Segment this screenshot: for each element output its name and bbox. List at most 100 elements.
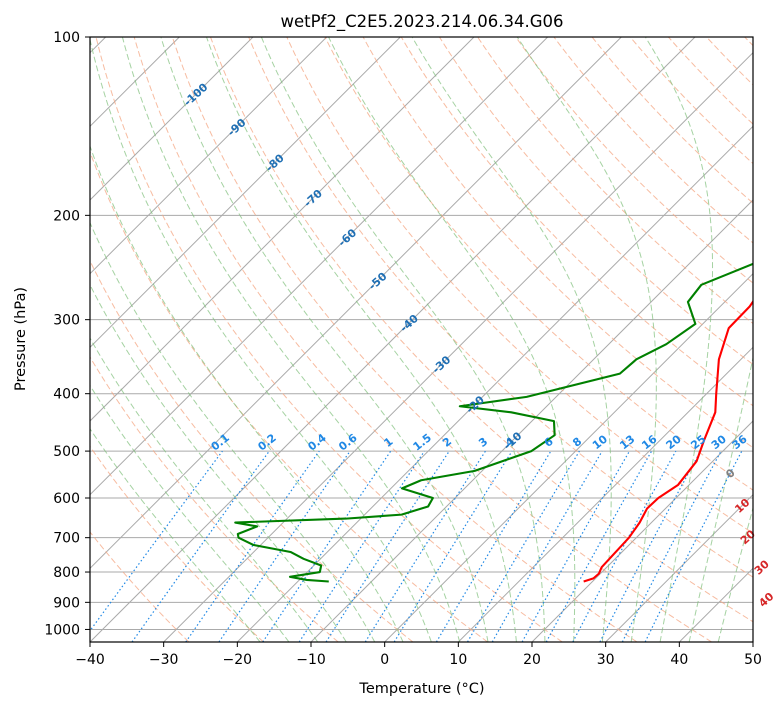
mixing-ratio-label: 30	[709, 432, 729, 452]
dry-adiabat-line	[286, 37, 753, 534]
mixing-ratio-line	[218, 450, 351, 642]
temperature-profile-line	[583, 299, 753, 583]
isotherm-line	[90, 37, 401, 349]
x-tick-label: 20	[523, 652, 541, 668]
mixing-ratio-label: 20	[664, 432, 684, 452]
mixing-ratio-line	[185, 450, 320, 642]
dry-adiabat-line	[210, 37, 753, 623]
dry-adiabat-line	[90, 259, 414, 642]
dry-adiabat-line	[400, 37, 753, 407]
y-tick-label: 400	[53, 387, 80, 403]
mixing-ratio-line	[90, 450, 223, 632]
mixing-ratio-label: 0.1	[209, 431, 232, 453]
moist-adiabat-line	[90, 144, 404, 642]
isotherm-line	[384, 272, 753, 642]
y-tick-label: 900	[53, 595, 80, 611]
x-tick-label: 10	[449, 652, 467, 668]
isotherm-line	[605, 493, 753, 642]
isotherm-line	[90, 37, 328, 275]
isotherm-line	[90, 37, 254, 201]
y-tick-label: 800	[53, 565, 80, 581]
mixing-ratio-line	[131, 450, 270, 642]
moist-adiabat-line	[688, 355, 753, 642]
dry-adiabat-line	[553, 37, 753, 244]
dry-adiabat-label: 20	[738, 527, 758, 547]
mixing-ratio-label: 1	[382, 435, 396, 450]
moist-adiabat-line	[411, 37, 612, 642]
mixing-ratio-line	[262, 450, 392, 642]
mixing-ratio-line	[491, 450, 603, 642]
dry-adiabat-line	[668, 37, 753, 125]
y-tick-label: 100	[53, 30, 80, 46]
isotherm-label: -100	[181, 81, 210, 109]
isotherm-line	[163, 51, 753, 642]
dry-adiabat-line	[439, 37, 753, 366]
isotherm-line	[236, 125, 753, 642]
mixing-ratio-line	[466, 450, 580, 642]
dry-adiabat-line	[629, 37, 753, 165]
chart-title: wetPf2_C2E5.2023.214.06.34.G06	[280, 12, 563, 32]
mixing-ratio-label: 16	[639, 432, 659, 452]
mixing-ratio-label: 0.6	[336, 431, 360, 453]
mixing-ratio-line	[435, 450, 552, 642]
dry-adiabat-line	[90, 445, 264, 642]
mixing-ratio-line	[599, 450, 702, 642]
dry-adiabat-line	[90, 356, 339, 642]
moist-adiabat-line	[644, 37, 714, 642]
moist-adiabat-line	[160, 37, 489, 642]
y-axis-title: Pressure (hPa)	[13, 287, 29, 391]
dry-adiabat-line	[90, 531, 190, 642]
plot-frame	[89, 36, 754, 643]
dry-adiabat-line	[362, 37, 753, 449]
moist-adiabat-line	[121, 37, 461, 642]
mixing-ratio-label: 10	[590, 432, 610, 452]
moist-adiabat-line	[90, 283, 347, 642]
mixing-ratio-label: 0.4	[305, 431, 329, 453]
mixing-ratio-line	[393, 450, 513, 642]
dry-adiabat-line	[591, 37, 753, 204]
mixing-ratio-label: 8	[570, 435, 584, 450]
dry-adiabat-line	[324, 37, 753, 491]
moist-adiabat-line	[90, 427, 261, 642]
x-tick-label: 40	[670, 652, 688, 668]
isotherm-line	[531, 420, 753, 642]
dry-adiabat-label: 40	[756, 590, 775, 610]
x-tick-label: 30	[597, 652, 615, 668]
moist-adiabat-line	[90, 221, 376, 642]
mixing-ratio-line	[298, 450, 425, 642]
x-axis-title: Temperature (°C)	[358, 681, 484, 697]
mixing-ratio-label: 13	[617, 433, 637, 453]
y-tick-label: 300	[53, 313, 80, 329]
dry-adiabat-line	[515, 37, 753, 284]
mixing-ratio-line	[521, 450, 631, 642]
isotherm-line	[90, 37, 475, 422]
isotherm-line	[90, 37, 549, 496]
isotherm-line	[457, 346, 753, 642]
isotherm-line	[310, 199, 753, 642]
y-tick-label: 200	[53, 208, 80, 224]
dewpoint-profile-line	[234, 262, 753, 583]
y-tick-label: 600	[53, 491, 80, 507]
y-tick-label: 500	[53, 444, 80, 460]
moist-adiabat-line	[90, 37, 432, 642]
dry-adiabat-line	[90, 150, 488, 642]
x-tick-label: −10	[296, 652, 326, 668]
dry-adiabat-line	[706, 37, 753, 86]
moist-adiabat-line	[516, 37, 657, 642]
mixing-ratio-line	[572, 450, 677, 642]
moist-adiabat-line	[717, 506, 753, 642]
moist-adiabat-line	[206, 37, 517, 642]
dry-adiabat-line	[95, 37, 563, 642]
x-tick-label: 0	[380, 652, 389, 668]
moist-adiabat-line	[260, 37, 546, 642]
mixing-ratio-line	[325, 450, 450, 642]
x-tick-label: −30	[149, 652, 179, 668]
x-tick-label: −20	[223, 652, 253, 668]
y-tick-label: 1000	[44, 622, 80, 638]
dry-adiabat-line	[477, 37, 753, 325]
mixing-ratio-label: 1.5	[411, 431, 434, 453]
x-tick-label: 50	[744, 652, 762, 668]
isotherm-line	[678, 567, 753, 642]
isotherm-line	[90, 37, 696, 642]
